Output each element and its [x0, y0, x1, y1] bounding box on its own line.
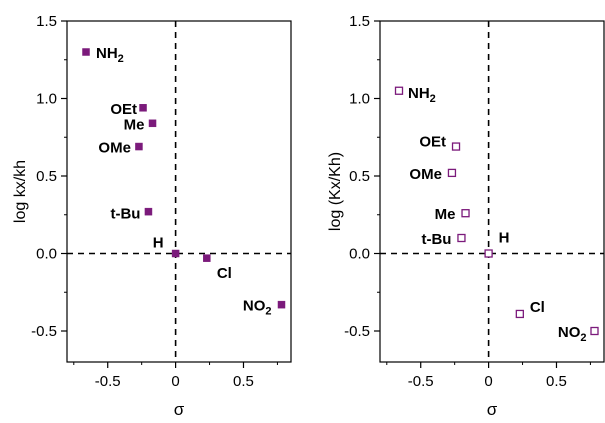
plot-frame [379, 20, 605, 363]
x-tick-label: 0 [171, 373, 179, 390]
data-point-oet [451, 142, 461, 151]
point-label: OMe [98, 140, 131, 157]
data-point-no2 [590, 326, 599, 336]
data-point-oet [139, 104, 147, 112]
point-label: Me [435, 206, 456, 223]
y-tick-label: 0.5 [36, 168, 57, 185]
y-tick-label: 1.0 [349, 91, 370, 108]
x-axis-label: σ [174, 400, 185, 419]
x-axis-label: σ [487, 400, 498, 419]
data-point-ome [135, 142, 143, 151]
point-label: H [153, 235, 164, 252]
plot-panel-1: -0.5 0 0.5 -0.5 0.0 0.5 1.0 1.5 σ log kx/kh NH2 OEt… [12, 13, 292, 419]
x-tick-label: 0.5 [546, 373, 567, 390]
point-label: NH2 [96, 45, 124, 65]
data-point-ome [447, 168, 457, 178]
y-axis-label: log (Kx/Kh) [327, 152, 344, 231]
point-label: OEt [419, 134, 446, 151]
x-tick-label: 0 [484, 373, 492, 390]
y-tick-label: 1.5 [349, 13, 370, 30]
data-point-nh2 [82, 48, 90, 56]
data-point-cl [515, 309, 524, 319]
y-tick-label: 1.5 [36, 13, 57, 30]
x-tick-label: 0.5 [233, 373, 254, 390]
y-tick-label: 0.5 [349, 168, 370, 185]
data-point-t-bu [457, 233, 466, 243]
point-label: Cl [217, 265, 232, 282]
data-point-nh2 [394, 86, 404, 95]
y-tick-label: 1.0 [36, 91, 57, 108]
point-label: t-Bu [421, 231, 451, 248]
point-label: Cl [530, 299, 545, 316]
data-point-t-bu [144, 207, 153, 216]
y-tick-label: -0.5 [344, 323, 370, 340]
point-label: t-Bu [110, 206, 140, 223]
data-point-cl [203, 254, 211, 262]
x-tick-label: -0.5 [95, 373, 121, 390]
point-label: Me [124, 116, 145, 133]
point-label: H [499, 230, 510, 247]
point-label: NO2 [558, 324, 587, 344]
plot-panel-2: -0.5 0 0.5 -0.5 0.0 0.5 1.0 1.5 σ log (Kx/Kh) NH2 O… [327, 13, 605, 419]
point-label: NO2 [243, 298, 272, 318]
data-point-no2 [277, 300, 286, 309]
data-point-h [171, 249, 180, 258]
point-label: OEt [110, 101, 137, 118]
data-point-me [148, 119, 157, 128]
y-tick-label: 0.0 [349, 246, 370, 263]
x-tick-label: -0.5 [408, 373, 434, 390]
plot-frame [66, 20, 292, 363]
data-point-me [461, 209, 470, 218]
y-axis-label: log kx/kh [12, 160, 29, 223]
y-tick-label: 0.0 [36, 246, 57, 263]
point-label: NH2 [408, 85, 436, 105]
y-tick-label: -0.5 [31, 323, 57, 340]
point-label: OMe [409, 166, 442, 183]
data-point-h [484, 249, 493, 258]
